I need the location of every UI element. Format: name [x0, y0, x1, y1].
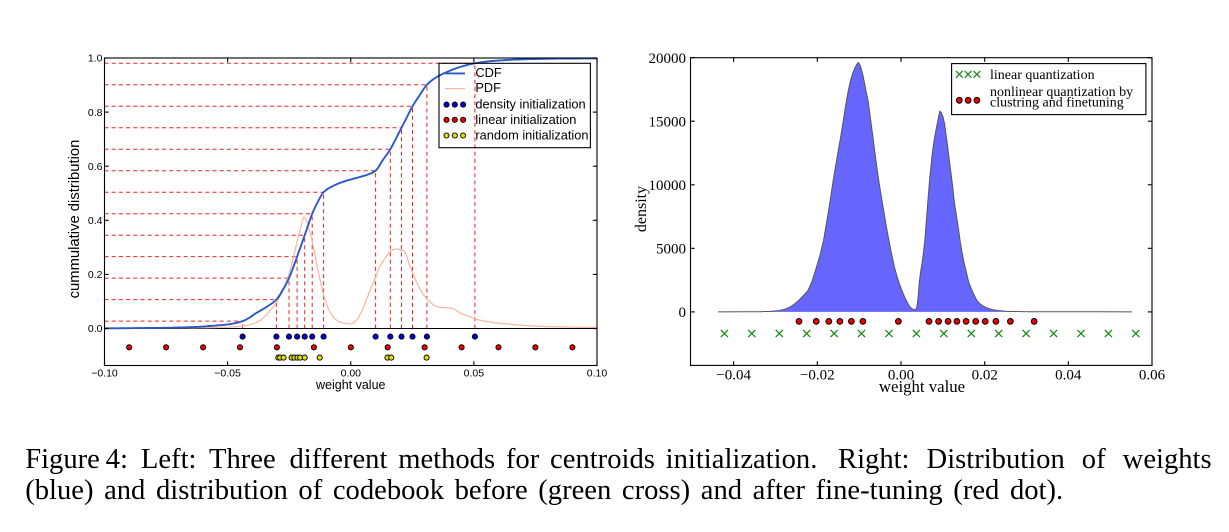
svg-text:linear initialization: linear initialization — [475, 112, 576, 127]
svg-text:0.00: 0.00 — [341, 367, 362, 379]
svg-text:−0.04: −0.04 — [716, 367, 751, 383]
svg-text:cummulative distribution: cummulative distribution — [67, 140, 83, 299]
svg-text:density initialization: density initialization — [475, 97, 585, 112]
svg-text:0: 0 — [679, 305, 687, 321]
svg-text:density: density — [633, 186, 650, 232]
svg-text:0.4: 0.4 — [88, 215, 103, 227]
svg-text:Right: Distribution of weights: Right: Distribution of weights — [838, 444, 1212, 475]
svg-text:20000: 20000 — [649, 51, 687, 67]
svg-text:PDF: PDF — [475, 80, 501, 95]
svg-text:0.02: 0.02 — [972, 367, 998, 383]
svg-text:−0.05: −0.05 — [214, 367, 241, 379]
svg-text:random initialization: random initialization — [475, 128, 588, 143]
svg-text:0.2: 0.2 — [88, 269, 103, 281]
svg-text:CDF: CDF — [475, 65, 501, 80]
svg-text:0.05: 0.05 — [464, 367, 485, 379]
svg-text:weight value: weight value — [315, 378, 386, 392]
svg-text:linear quantization: linear quantization — [990, 68, 1095, 83]
svg-text:10000: 10000 — [649, 178, 687, 194]
svg-text:(blue) and distribution of cod: (blue) and distribution of codebook befo… — [25, 475, 1063, 506]
svg-text:weight value: weight value — [879, 377, 965, 396]
svg-text:0.10: 0.10 — [587, 367, 608, 379]
svg-text:0.06: 0.06 — [1139, 367, 1166, 383]
svg-text:1.0: 1.0 — [88, 53, 103, 65]
svg-text:nonlinear quantization by: nonlinear quantization by — [990, 85, 1133, 100]
svg-text:0.8: 0.8 — [88, 107, 103, 119]
svg-text:−0.02: −0.02 — [800, 367, 835, 383]
svg-text:−0.10: −0.10 — [91, 367, 118, 379]
svg-text:clustring and finetuning: clustring and finetuning — [990, 96, 1124, 111]
svg-text:0.04: 0.04 — [1055, 367, 1082, 383]
svg-text:0.6: 0.6 — [88, 161, 103, 173]
svg-text:15000: 15000 — [649, 114, 687, 130]
svg-text:5000: 5000 — [656, 242, 686, 258]
svg-text:0.0: 0.0 — [88, 323, 103, 335]
svg-text:Figure 4: Left: Three differen: Figure 4: Left: Three different methods … — [25, 444, 817, 475]
svg-text:0.00: 0.00 — [888, 367, 914, 383]
